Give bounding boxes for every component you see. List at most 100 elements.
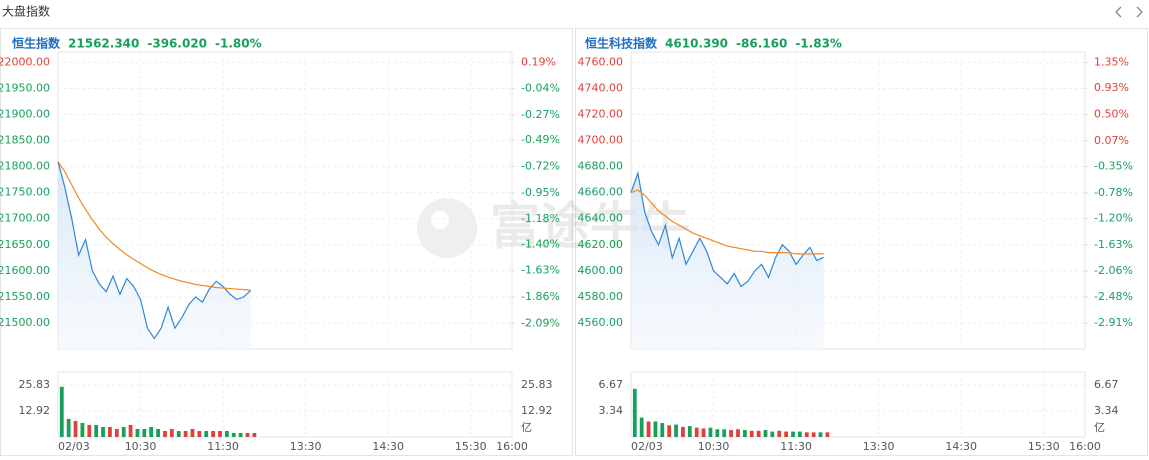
volume-bar: [708, 427, 713, 437]
y2-tick-label: -1.40%: [521, 237, 560, 250]
y2-tick-label: -1.63%: [1094, 238, 1133, 251]
volume-bar: [770, 431, 775, 437]
y2-tick-label: -2.09%: [521, 316, 560, 329]
volume-bar: [742, 430, 747, 437]
x-tick-label: 02/03: [631, 440, 663, 453]
price-area: [631, 173, 824, 349]
volume-bar: [142, 428, 147, 437]
y-tick-label: 4700.00: [578, 134, 624, 147]
price-line: [630, 170, 824, 288]
y2-tick-label: -2.91%: [1094, 316, 1133, 329]
volume-frame: [630, 371, 1086, 438]
volume-tick-label: 12.92: [19, 404, 51, 417]
volume-bar: [660, 423, 665, 437]
y-tick-label: 21650.00: [0, 238, 50, 251]
y-tick-label: 21700.00: [0, 212, 50, 225]
volume-bar: [114, 428, 119, 437]
y-tick-label: 4580.00: [578, 290, 624, 303]
y2-tick-label: -0.04%: [521, 82, 560, 95]
volume-bar: [108, 426, 112, 437]
x-tick-label: 16:00: [496, 440, 528, 453]
volume-bar: [252, 432, 257, 437]
price-area: [58, 161, 251, 349]
y-tick-label: 21800.00: [0, 160, 50, 173]
volume-bar: [791, 431, 795, 437]
volume-bar: [80, 422, 85, 437]
x-tick-label: 14:30: [372, 440, 404, 453]
average-line: [57, 161, 251, 291]
volume-bar: [763, 430, 768, 437]
prev-button[interactable]: [1115, 6, 1122, 18]
y2-tick-label: 0.50%: [1094, 107, 1129, 120]
index-name: 恒生科技指数: [585, 36, 658, 51]
volume-tick-label: 3.34: [1094, 404, 1119, 417]
volume-bar: [197, 430, 202, 437]
volume-bar: [687, 426, 692, 437]
volume-bar: [784, 431, 789, 437]
volume-bar: [135, 428, 140, 437]
volume-bar: [694, 427, 699, 437]
volume-bar: [94, 424, 99, 437]
volume-bar: [715, 429, 720, 437]
volume-bar: [149, 426, 154, 437]
volume-bar: [169, 428, 174, 437]
volume-bar: [163, 430, 167, 437]
volume-bar: [646, 421, 651, 437]
volume-bar: [128, 424, 133, 437]
volume-bar: [818, 432, 823, 437]
volume-tick-label: 3.34: [599, 404, 624, 417]
y-tick-label: 21550.00: [0, 290, 50, 303]
x-tick-label: 02/03: [58, 440, 90, 453]
volume-bar: [729, 430, 733, 437]
next-button[interactable]: [1136, 6, 1143, 18]
volume-bar: [73, 420, 78, 437]
y2-tick-label: -0.78%: [1094, 186, 1133, 199]
volume-bar: [722, 429, 727, 437]
volume-bar: [811, 432, 816, 437]
last-price: 4610.390: [665, 37, 728, 51]
y2-tick-label: -1.18%: [521, 212, 560, 225]
last-price: 21562.340: [68, 37, 139, 51]
y-tick-label: 21750.00: [0, 186, 50, 199]
volume-bar: [211, 430, 216, 437]
y2-tick-label: -1.20%: [1094, 211, 1133, 224]
volume-bar: [245, 432, 250, 437]
y-tick-label: 22000.00: [0, 55, 50, 68]
change: -86.160: [736, 37, 787, 51]
volume-bar: [701, 428, 706, 437]
x-tick-label: 10:30: [125, 440, 157, 453]
y2-tick-label: -0.95%: [521, 186, 560, 199]
volume-bar: [238, 432, 243, 437]
y-tick-label: 21900.00: [0, 108, 50, 121]
volume-bar: [190, 428, 195, 437]
y-tick-label: 4680.00: [578, 160, 624, 173]
y-tick-label: 4660.00: [578, 186, 624, 199]
y-tick-label: 4600.00: [578, 264, 624, 277]
volume-unit: 亿: [1094, 421, 1105, 434]
volume-bar: [639, 417, 644, 437]
x-tick-label: 15:30: [1028, 440, 1060, 453]
y2-tick-label: 0.07%: [1094, 134, 1129, 147]
y2-tick-label: 1.35%: [1094, 55, 1129, 68]
y2-tick-label: 0.93%: [1094, 81, 1129, 94]
volume-bar: [777, 430, 782, 437]
y-tick-label: 4640.00: [578, 212, 624, 225]
y-tick-label: 4560.00: [578, 316, 624, 329]
y2-tick-label: -0.27%: [521, 108, 560, 121]
volume-bar: [224, 430, 229, 437]
volume-bar: [756, 430, 761, 437]
volume-bar: [101, 426, 105, 437]
y2-tick-label: 0.19%: [521, 55, 556, 68]
volume-tick-label: 25.83: [19, 378, 51, 391]
x-tick-label: 11:30: [780, 440, 812, 453]
volume-bar: [204, 430, 209, 437]
change-pct: -1.80%: [215, 37, 262, 51]
volume-bar: [87, 424, 92, 437]
y2-tick-label: -1.86%: [521, 290, 560, 303]
volume-bar: [183, 430, 188, 437]
y2-tick-label: -0.49%: [521, 133, 560, 146]
y-tick-label: 4720.00: [578, 108, 624, 121]
volume-bar: [667, 425, 672, 437]
y2-tick-label: -2.48%: [1094, 290, 1133, 303]
